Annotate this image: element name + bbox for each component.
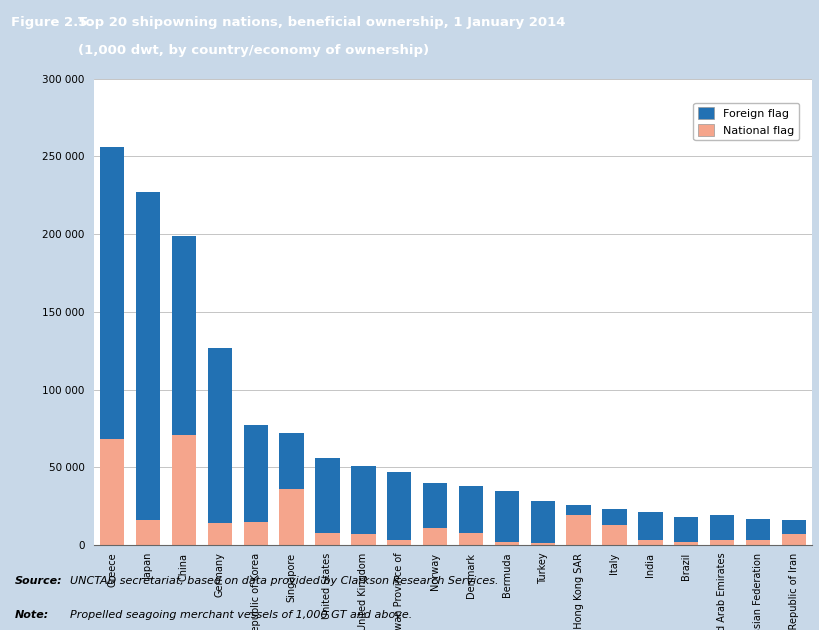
Bar	[207, 523, 232, 545]
Bar	[243, 522, 268, 545]
Bar	[423, 483, 447, 528]
Bar	[745, 541, 769, 545]
Bar	[637, 512, 662, 541]
Bar	[673, 542, 698, 545]
Bar	[530, 501, 554, 544]
Text: Top 20 shipowning nations, beneficial ownership, 1 January 2014: Top 20 shipowning nations, beneficial ow…	[78, 16, 565, 29]
Bar	[100, 439, 124, 545]
Text: (1,000 dwt, by country/economy of ownership): (1,000 dwt, by country/economy of owners…	[78, 43, 428, 57]
Bar	[637, 541, 662, 545]
Text: UNCTAD secretariat, based on data provided by Clarkson Research Services.: UNCTAD secretariat, based on data provid…	[70, 576, 498, 586]
Bar	[136, 520, 161, 545]
Bar	[781, 534, 805, 545]
Bar	[423, 528, 447, 545]
Bar	[709, 515, 734, 541]
Bar	[745, 518, 769, 541]
Bar	[387, 472, 411, 541]
Bar	[172, 236, 196, 435]
Bar	[172, 435, 196, 545]
Bar	[781, 520, 805, 534]
Bar	[314, 532, 339, 545]
Bar	[530, 544, 554, 545]
Bar	[314, 458, 339, 532]
Text: Propelled seagoing merchant vessels of 1,000 GT and above.: Propelled seagoing merchant vessels of 1…	[70, 610, 411, 620]
Bar	[279, 433, 303, 489]
Bar	[566, 505, 590, 515]
Text: Source:: Source:	[15, 576, 62, 586]
Bar	[279, 489, 303, 545]
Bar	[459, 486, 482, 532]
Bar	[601, 509, 626, 525]
Bar	[136, 192, 161, 520]
Bar	[709, 541, 734, 545]
Legend: Foreign flag, National flag: Foreign flag, National flag	[693, 103, 798, 140]
Bar	[459, 532, 482, 545]
Bar	[494, 491, 518, 542]
Bar	[100, 147, 124, 439]
Bar	[566, 515, 590, 545]
Bar	[207, 348, 232, 523]
Text: Note:: Note:	[15, 610, 49, 620]
Bar	[601, 525, 626, 545]
Bar	[351, 534, 375, 545]
Bar	[494, 542, 518, 545]
Text: Figure 2.5.: Figure 2.5.	[11, 16, 92, 29]
Bar	[673, 517, 698, 542]
Bar	[351, 466, 375, 534]
Bar	[243, 425, 268, 522]
Bar	[387, 541, 411, 545]
